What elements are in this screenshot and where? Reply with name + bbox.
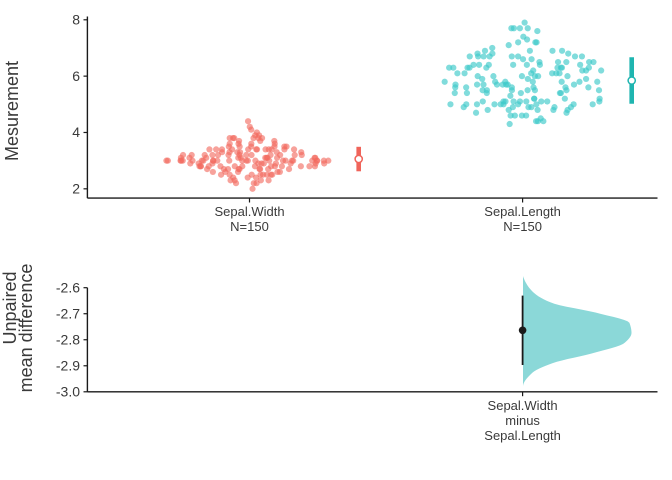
svg-text:Sepal.Width: Sepal.Width — [488, 398, 558, 413]
svg-text:-2.6: -2.6 — [56, 279, 80, 295]
svg-text:N=150: N=150 — [503, 219, 542, 234]
svg-text:-2.8: -2.8 — [56, 331, 80, 347]
svg-text:Sepal.Length: Sepal.Length — [484, 204, 561, 219]
svg-text:Sepal.Length: Sepal.Length — [484, 428, 561, 443]
svg-text:Sepal.Width: Sepal.Width — [214, 204, 284, 219]
svg-text:minus: minus — [505, 413, 540, 428]
svg-text:6: 6 — [72, 68, 80, 84]
svg-text:Mesurement: Mesurement — [2, 61, 22, 161]
svg-text:N=150: N=150 — [230, 219, 269, 234]
svg-text:-2.9: -2.9 — [56, 357, 80, 373]
svg-text:-3.0: -3.0 — [56, 383, 80, 399]
svg-text:2: 2 — [72, 181, 80, 197]
svg-text:8: 8 — [72, 12, 80, 28]
svg-text:4: 4 — [72, 124, 80, 140]
svg-text:mean difference: mean difference — [16, 264, 36, 393]
svg-text:-2.7: -2.7 — [56, 305, 80, 321]
